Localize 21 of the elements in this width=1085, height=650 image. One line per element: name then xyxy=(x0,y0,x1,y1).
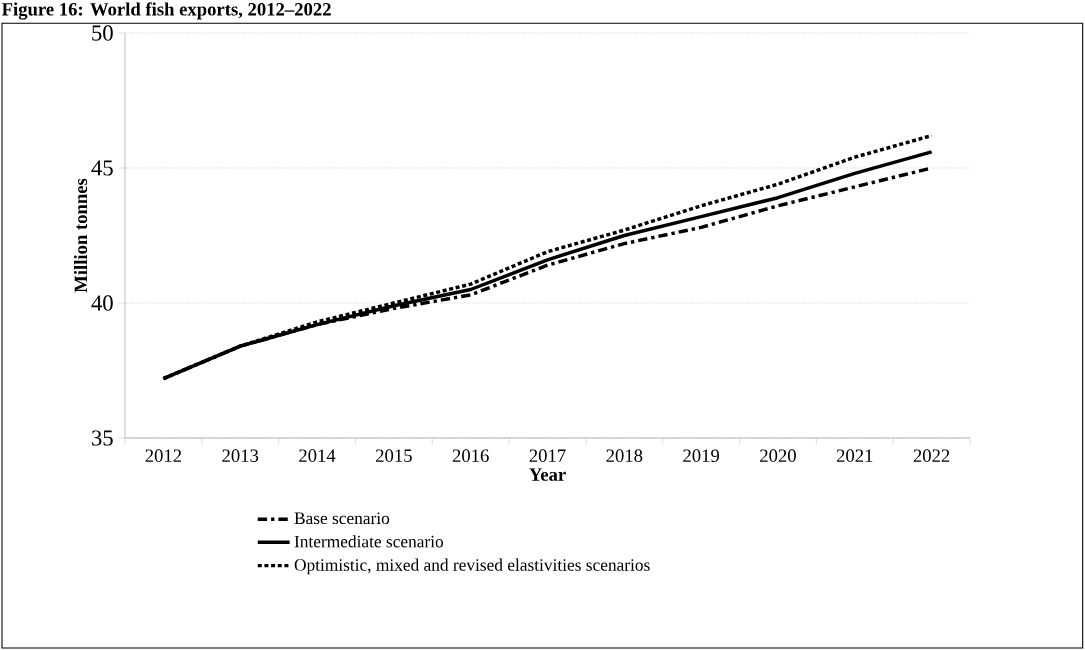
x-tick-label: 2022 xyxy=(913,449,950,462)
y-tick-label: 35 xyxy=(92,430,113,446)
y-tick-label: 50 xyxy=(92,25,113,41)
chart-title: Figure 16: World fish exports, 2012–2022 xyxy=(1,2,331,20)
x-tick-label: 2013 xyxy=(222,449,259,462)
x-axis-title: Year xyxy=(529,468,566,481)
legend-label: Intermediate scenario xyxy=(294,535,444,548)
x-tick-label: 2016 xyxy=(452,449,489,462)
legend-label: Optimistic, mixed and revised elastivities scenarios xyxy=(294,558,650,575)
x-tick-label: 2015 xyxy=(376,449,412,462)
x-tick-label: 2019 xyxy=(683,449,720,462)
x-tick-label: 2021 xyxy=(836,449,873,462)
x-tick-label: 2020 xyxy=(760,449,796,462)
y-tick-label: 40 xyxy=(91,295,113,311)
y-axis-title: Million tonnes xyxy=(73,178,88,293)
legend-label: Base scenario xyxy=(294,512,390,525)
y-tick-label: 45 xyxy=(91,160,113,176)
x-tick-label: 2012 xyxy=(145,449,182,462)
x-tick-label: 2017 xyxy=(529,449,566,462)
x-tick-label: 2014 xyxy=(299,449,336,462)
x-tick-label: 2018 xyxy=(606,449,643,462)
